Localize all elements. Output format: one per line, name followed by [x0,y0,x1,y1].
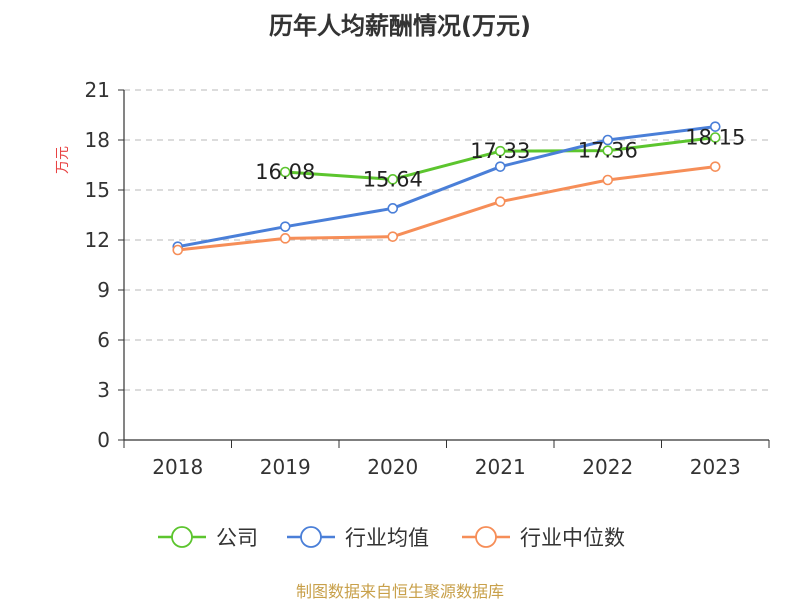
data-point [602,174,614,186]
gridlines [124,89,769,391]
data-label: 17.33 [470,139,530,163]
data-point [494,161,506,172]
data-point [709,121,721,132]
data-point [494,196,506,207]
x-tick-label: 2019 [260,455,311,479]
y-tick-label: 6 [97,328,110,352]
y-axis-title: 万元 [55,146,71,174]
data-point [387,174,399,185]
legend-label: 行业均值 [345,526,429,550]
data-point [387,231,399,242]
data-point [602,145,614,156]
data-point [494,145,506,157]
legend: 公司 行业均值 行业中位数 [158,526,625,550]
series-lines [172,121,721,256]
x-tick-label: 2020 [367,455,418,479]
data-source-note: 制图数据来自恒生聚源数据库 [295,582,504,601]
data-label: 17.36 [578,139,638,163]
data-labels: 16.08 15.64 17.33 17.36 18.15 [255,126,745,192]
data-point [279,221,291,232]
y-tick-label: 15 [85,178,110,202]
x-tick-label: 2022 [582,455,633,479]
legend-label: 公司 [216,526,258,550]
data-point [387,203,399,214]
x-tick-label: 2023 [690,455,741,479]
series-line [177,125,716,249]
y-tick-label: 12 [85,228,110,252]
legend-marker [171,526,193,548]
axes: 0 3 6 9 12 15 18 21 万元 2018 2019 2020 2021 2022 2023 [55,78,770,479]
data-point [709,161,721,172]
data-label: 16.08 [255,160,315,184]
y-tick-label: 18 [85,128,110,152]
data-point [172,244,184,256]
x-tick-label: 2018 [152,455,203,479]
y-tick-label: 21 [85,78,110,102]
data-point [279,233,291,244]
legend-marker [475,526,497,548]
data-point [709,132,721,143]
x-tick-label: 2021 [475,455,526,479]
y-tick-label: 3 [97,378,110,402]
data-label: 15.64 [363,167,423,191]
y-tick-label: 9 [97,278,110,302]
data-point [279,166,291,178]
data-point [602,134,614,146]
y-tick-label: 0 [97,428,110,452]
chart-title: 历年人均薪酬情况(万元) [269,12,531,40]
data-label: 18.15 [685,126,745,150]
legend-marker [300,526,322,548]
legend-label: 行业中位数 [520,526,625,550]
series-line [177,165,716,252]
